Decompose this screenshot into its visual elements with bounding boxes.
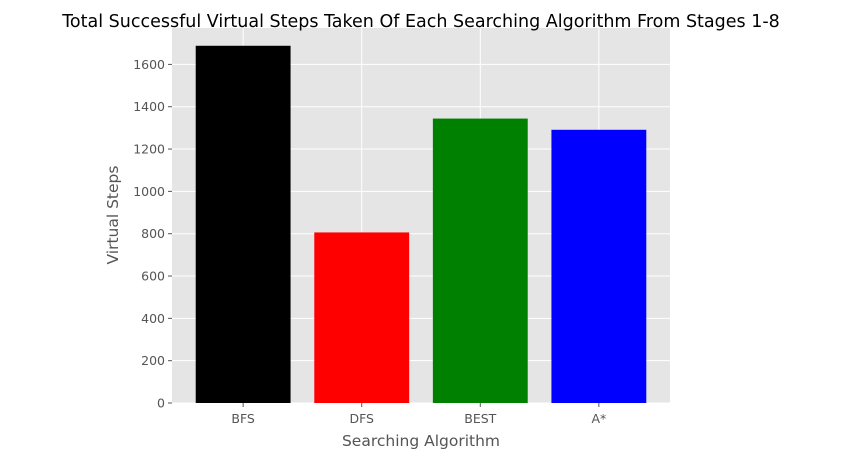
chart-title: Total Successful Virtual Steps Taken Of …: [61, 12, 780, 32]
y-tick-label: 200: [141, 353, 165, 368]
y-axis-label: Virtual Steps: [104, 166, 122, 265]
bars: [195, 45, 647, 404]
x-tick-label: BEST: [464, 411, 496, 426]
y-tick-label: 800: [141, 226, 165, 241]
y-tick-label: 1000: [133, 184, 165, 199]
y-axis-ticks: 0 200 400 600 800 1000 1200 1400 1600: [133, 57, 172, 411]
x-axis-ticks: BFS DFS BEST A*: [231, 403, 606, 426]
bar-bfs: [195, 45, 291, 404]
y-tick-label: 1200: [133, 142, 165, 157]
y-tick-label: 400: [141, 311, 165, 326]
bar-dfs: [314, 232, 410, 403]
x-tick-label: A*: [591, 411, 606, 426]
x-axis-label: Searching Algorithm: [342, 432, 500, 450]
y-tick-label: 1400: [133, 99, 165, 114]
y-tick-label: 1600: [133, 57, 165, 72]
y-tick-label: 600: [141, 269, 165, 284]
bar-best: [432, 118, 528, 403]
y-tick-label: 0: [157, 396, 165, 411]
x-tick-label: BFS: [231, 411, 255, 426]
bar-a-: [551, 129, 647, 404]
x-tick-label: DFS: [349, 411, 374, 426]
